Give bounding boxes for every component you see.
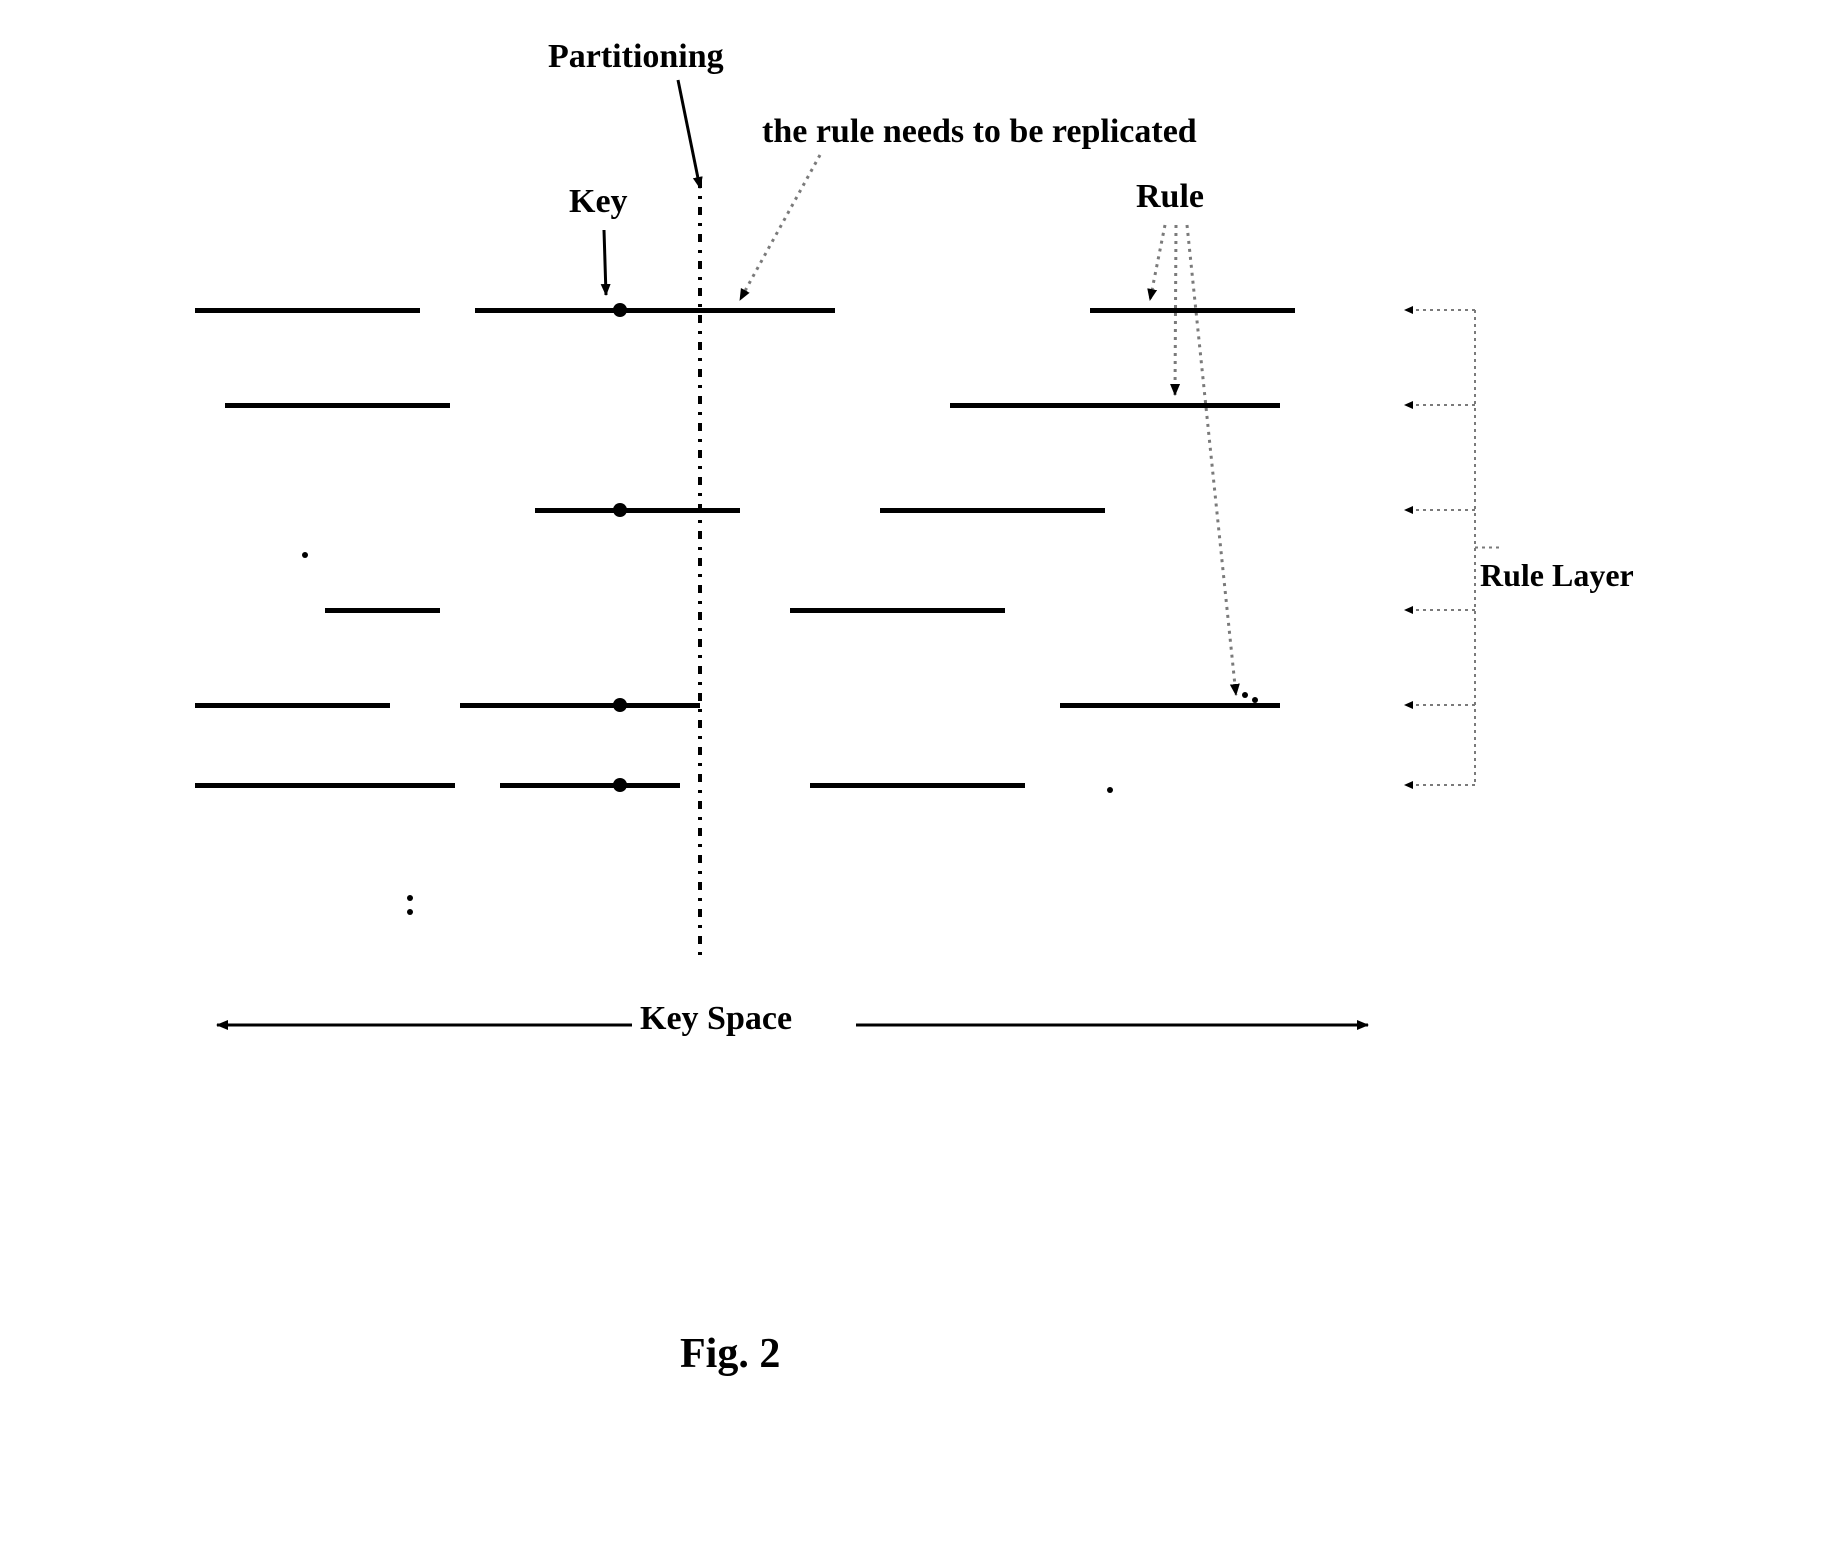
arrow-layer [0,0,1841,1559]
rule-segment [1090,308,1295,313]
key-dot [613,698,627,712]
rule-segment [500,783,680,788]
rule-segment [810,783,1025,788]
rule-segment [325,608,440,613]
replicated-arrow [740,155,820,300]
key-arrow [604,230,606,295]
speck [1107,787,1113,793]
rule-segment [950,403,1280,408]
rule_c-arrow [1187,225,1236,695]
rule-segment [475,308,835,313]
speck [407,895,413,901]
rule_a-arrow [1150,225,1165,300]
rule-segment [880,508,1105,513]
key-dot [613,503,627,517]
key-dot [613,303,627,317]
rule-segment [535,508,740,513]
rule-segment [460,703,700,708]
figure-canvas: Partitioning the rule needs to be replic… [0,0,1841,1559]
rule-segment [225,403,450,408]
rule-segment [1060,703,1280,708]
speck [407,909,413,915]
partitioning-arrow [678,80,700,188]
rule-segment [195,308,420,313]
rule-segment [790,608,1005,613]
rule-segment [195,783,455,788]
speck [302,552,308,558]
speck [1252,697,1258,703]
speck [1242,692,1248,698]
key-dot [613,778,627,792]
rule-segment [195,703,390,708]
